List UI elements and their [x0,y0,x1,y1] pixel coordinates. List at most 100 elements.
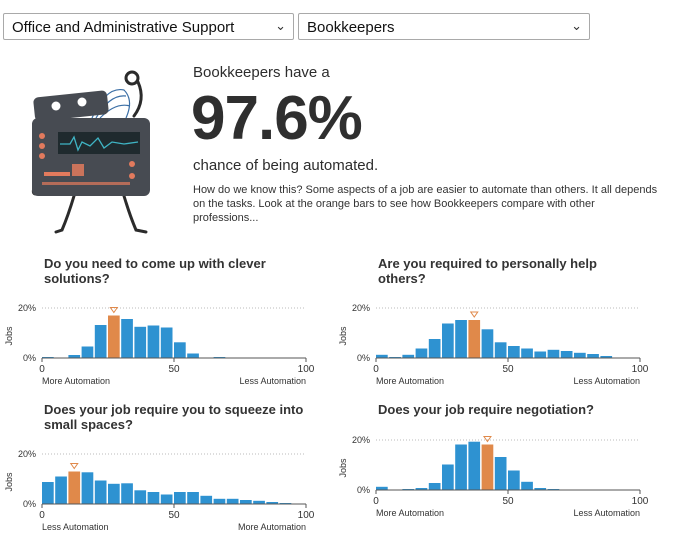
highlight-marker [469,311,479,318]
bar [213,498,226,505]
x-tick-label: 50 [168,510,180,521]
bar [547,349,560,358]
bar [415,348,428,358]
bar [240,500,252,504]
chart-title: Does your job require negotiation? [378,402,594,417]
bar [147,325,160,358]
bar [494,457,507,490]
bar [174,492,186,504]
bar [134,326,147,359]
x-left-label: Less Automation [42,522,109,532]
x-tick-label: 50 [168,364,180,375]
bar-chart-svg: Jobs 20% 0%0 50 100 More Automation Less Autom… [338,303,649,386]
bar [147,492,160,504]
occupation-group-select[interactable]: Office and Administrative Support ⌄ [3,13,294,40]
bar [187,353,199,358]
x-tick-label: 0 [39,510,45,521]
bar [121,483,133,505]
bar [68,355,81,358]
bar [94,480,107,504]
bar [534,351,547,358]
bar-highlight [468,320,481,358]
bar [200,495,213,504]
occupation-select[interactable]: Bookkeepers ⌄ [298,13,590,40]
bar [468,441,481,490]
y-tick-label: 20% [352,435,370,445]
chart-small-spaces: Does your job require you to squeeze int… [4,402,315,532]
bar [81,472,94,505]
chart-help-others: Are you required to personally help othe… [338,256,649,386]
x-tick-label: 100 [632,496,649,507]
chart-title: Does your job require you to squeeze int… [44,402,304,432]
bar [134,490,147,505]
bar [560,351,573,358]
chart-clever-solutions: Do you need to come up with clever solut… [4,256,315,386]
x-tick-label: 100 [298,364,315,375]
x-tick-label: 0 [373,496,379,507]
bar-highlight [481,444,494,490]
x-left-label: More Automation [376,376,444,386]
bar [376,486,388,491]
y-tick-label: 0% [357,353,370,363]
x-left-label: More Automation [376,508,444,518]
y-tick-label: 20% [352,303,370,313]
bar [402,354,415,359]
headline-tail: chance of being automated. [193,157,379,174]
bar [376,354,388,359]
chevron-down-icon: ⌄ [571,18,582,33]
occupation-value: Bookkeepers [307,19,395,36]
bar-highlight [108,315,120,358]
x-tick-label: 100 [298,510,315,521]
x-right-label: More Automation [238,522,306,532]
bar-chart-svg: Jobs 20% 0%0 50 100 Less Automation More Autom… [4,449,315,532]
bar [121,319,133,358]
bar [600,356,613,358]
x-right-label: Less Automation [573,376,640,386]
bar [187,492,199,504]
bar-highlight [68,471,81,504]
chart-negotiation: Does your job require negotiation? Jobs 2… [338,402,649,518]
y-axis-label: Jobs [4,326,14,346]
robot-illustration [31,70,150,234]
bar [55,476,67,504]
y-axis-label: Jobs [338,326,348,346]
x-tick-label: 0 [373,364,379,375]
bar [574,352,586,359]
y-tick-label: 0% [23,499,36,509]
bar [428,483,441,490]
bar [455,444,467,490]
y-tick-label: 20% [18,303,36,313]
bar [174,342,186,359]
explanation-text: How do we know this? Some aspects of a j… [193,184,658,224]
highlight-marker [109,307,119,314]
y-axis-label: Jobs [4,472,14,492]
bar [508,470,520,490]
bar [160,327,173,358]
bar [494,342,507,359]
bar [81,346,94,358]
bar [442,464,454,490]
headline-lead: Bookkeepers have a [193,64,330,81]
y-tick-label: 0% [357,485,370,495]
bar [455,320,467,358]
bar [160,494,173,504]
bar [108,483,120,505]
bar-chart-svg: Jobs 20% 0%0 50 100 More Automation Less Autom… [4,303,315,386]
chevron-down-icon: ⌄ [275,18,286,33]
bar [508,346,520,358]
y-tick-label: 0% [23,353,36,363]
bar [442,323,454,358]
x-right-label: Less Automation [573,508,640,518]
x-tick-label: 50 [502,364,514,375]
bar [42,482,54,504]
automation-percent: 97.6% [191,84,363,153]
bar [521,481,533,490]
chart-title: Do you need to come up with clever solut… [44,256,266,286]
bar [481,329,494,358]
x-tick-label: 100 [632,364,649,375]
y-tick-label: 20% [18,449,36,459]
x-tick-label: 50 [502,496,514,507]
chart-title: Are you required to personally help othe… [378,256,597,286]
bar [94,325,107,358]
bar [587,354,599,358]
